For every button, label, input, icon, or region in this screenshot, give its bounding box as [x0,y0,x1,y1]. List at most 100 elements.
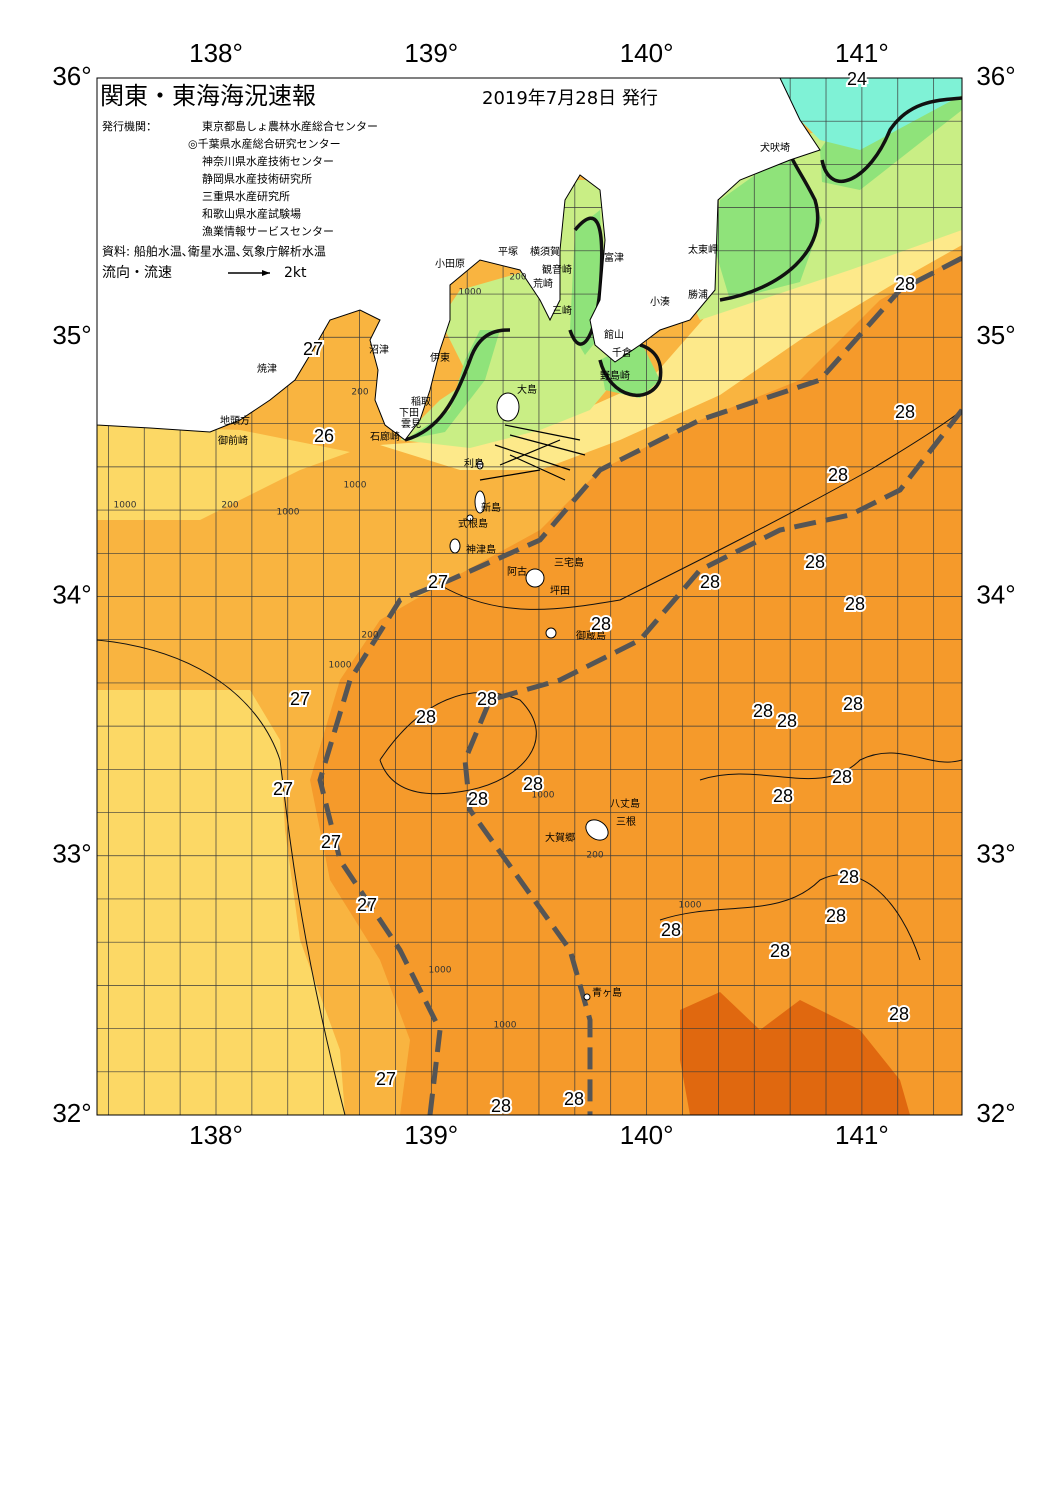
place-name: 荒崎 [533,277,553,290]
longitude-label: 139° [404,1120,458,1150]
zone-warm-core [680,992,910,1115]
temperature-label: 26 [314,426,334,446]
place-name: 大島 [517,383,537,396]
depth-label: 200 [351,388,368,398]
temperature-label: 28 [753,701,773,721]
depth-label: 1000 [114,501,137,511]
isotherm [97,639,346,1115]
thick-isotherms [404,96,962,442]
place-name: 沼津 [369,343,389,356]
temperature-label: 28 [777,711,797,731]
place-name: 犬吠埼 [760,141,790,154]
flow-label: 流向・流速 [102,265,172,281]
isotherm [699,752,962,781]
depth-label: 200 [586,851,603,861]
temperature-label: 24 [847,69,867,89]
isotherms [97,409,962,1115]
islands [449,392,609,1001]
temperature-label: 28 [828,465,848,485]
temperature-label: 27 [290,689,310,709]
place-name: 阿古 [507,565,527,578]
temperature-label: 27 [357,895,377,915]
place-name: 御前崎 [218,434,248,447]
depth-label: 1000 [532,791,555,801]
longitude-label: 140° [620,1120,674,1150]
temperature-label: 28 [843,694,863,714]
issuers-label: 発行機関： [102,119,157,133]
flow-scale: 2kt [284,265,307,281]
flow-arrow [494,444,571,471]
place-name: 稲取 [411,396,431,408]
island [583,993,591,1001]
zone-west [97,690,345,1115]
issuer: 東京都島しょ農林水産総合センター [202,119,378,133]
island [496,392,520,422]
flow-scale-head [262,270,270,276]
depth-label: 1000 [429,966,452,976]
temperature-label: 28 [805,552,825,572]
kuroshio-axis [317,255,962,1115]
temperature-label: 28 [700,572,720,592]
source: 資料: 船舶水温､衛星水温､気象庁解析水温 [102,244,326,259]
temperature-label: 28 [839,867,859,887]
place-name: 焼津 [257,363,277,375]
temperature-label: 28 [477,689,497,709]
place-name: 横須賀 [530,245,560,258]
sea-layer [97,78,962,1115]
depth-label: 1000 [679,901,702,911]
temperature-label: 28 [523,774,543,794]
place-name: 小湊 [650,295,670,308]
longitude-label: 141° [835,38,889,68]
latitude-label: 33° [52,839,91,869]
island [545,627,557,639]
place-name: 野島崎 [600,369,630,382]
flow-arrow [479,469,541,481]
isotherm [379,692,537,795]
place-name: 大賀郷 [545,831,575,844]
latitude-label: 34° [976,579,1015,609]
map-frame [96,77,963,1116]
flow-arrow [504,424,581,441]
place-name: 御蔵島 [576,629,606,642]
flow-arrow [499,439,561,466]
temperature-label: 28 [889,1004,909,1024]
place-name: 館山 [604,328,624,341]
depth-label: 1000 [344,481,367,491]
place-name: 三根 [616,815,636,828]
temperature-label: 27 [321,832,341,852]
place-name: 青ヶ島 [592,986,622,999]
place-name: 平塚 [498,246,518,258]
longitude-label: 138° [189,1120,243,1150]
island [585,819,609,841]
temperature-label: 28 [468,789,488,809]
issuer: 静岡県水産技術研究所 [202,172,312,186]
place-name: 小田原 [435,258,465,270]
island [474,490,486,514]
temperature-label: 28 [773,786,793,806]
longitude-label: 138° [189,38,243,68]
kuroshio-path [462,408,962,1115]
zone-green-boso [715,150,822,300]
depth-label: 1000 [494,1021,517,1031]
place-name: 太東岬 [688,243,718,256]
temperature-label: 27 [428,572,448,592]
latitude-label: 36° [52,61,91,91]
depth-label: 200 [509,273,526,283]
temperature-label: 28 [845,594,865,614]
land [97,78,821,441]
place-name: 雲見 [401,418,421,430]
depth-label: 1000 [329,661,352,671]
longitude-label: 140° [620,38,674,68]
latitude-label: 34° [52,579,91,609]
island [449,538,461,554]
issuer: 漁業情報サービスセンター [202,224,334,238]
latitude-label: 35° [52,320,91,350]
temperature-label: 28 [591,614,611,634]
temperature-label: 27 [303,339,323,359]
latitude-label: 36° [976,61,1015,91]
isotherm-thick [719,149,820,302]
temperature-label: 28 [661,920,681,940]
temperature-label: 27 [376,1069,396,1089]
flow-arrow [509,454,566,481]
place-name: 勝浦 [688,288,708,301]
